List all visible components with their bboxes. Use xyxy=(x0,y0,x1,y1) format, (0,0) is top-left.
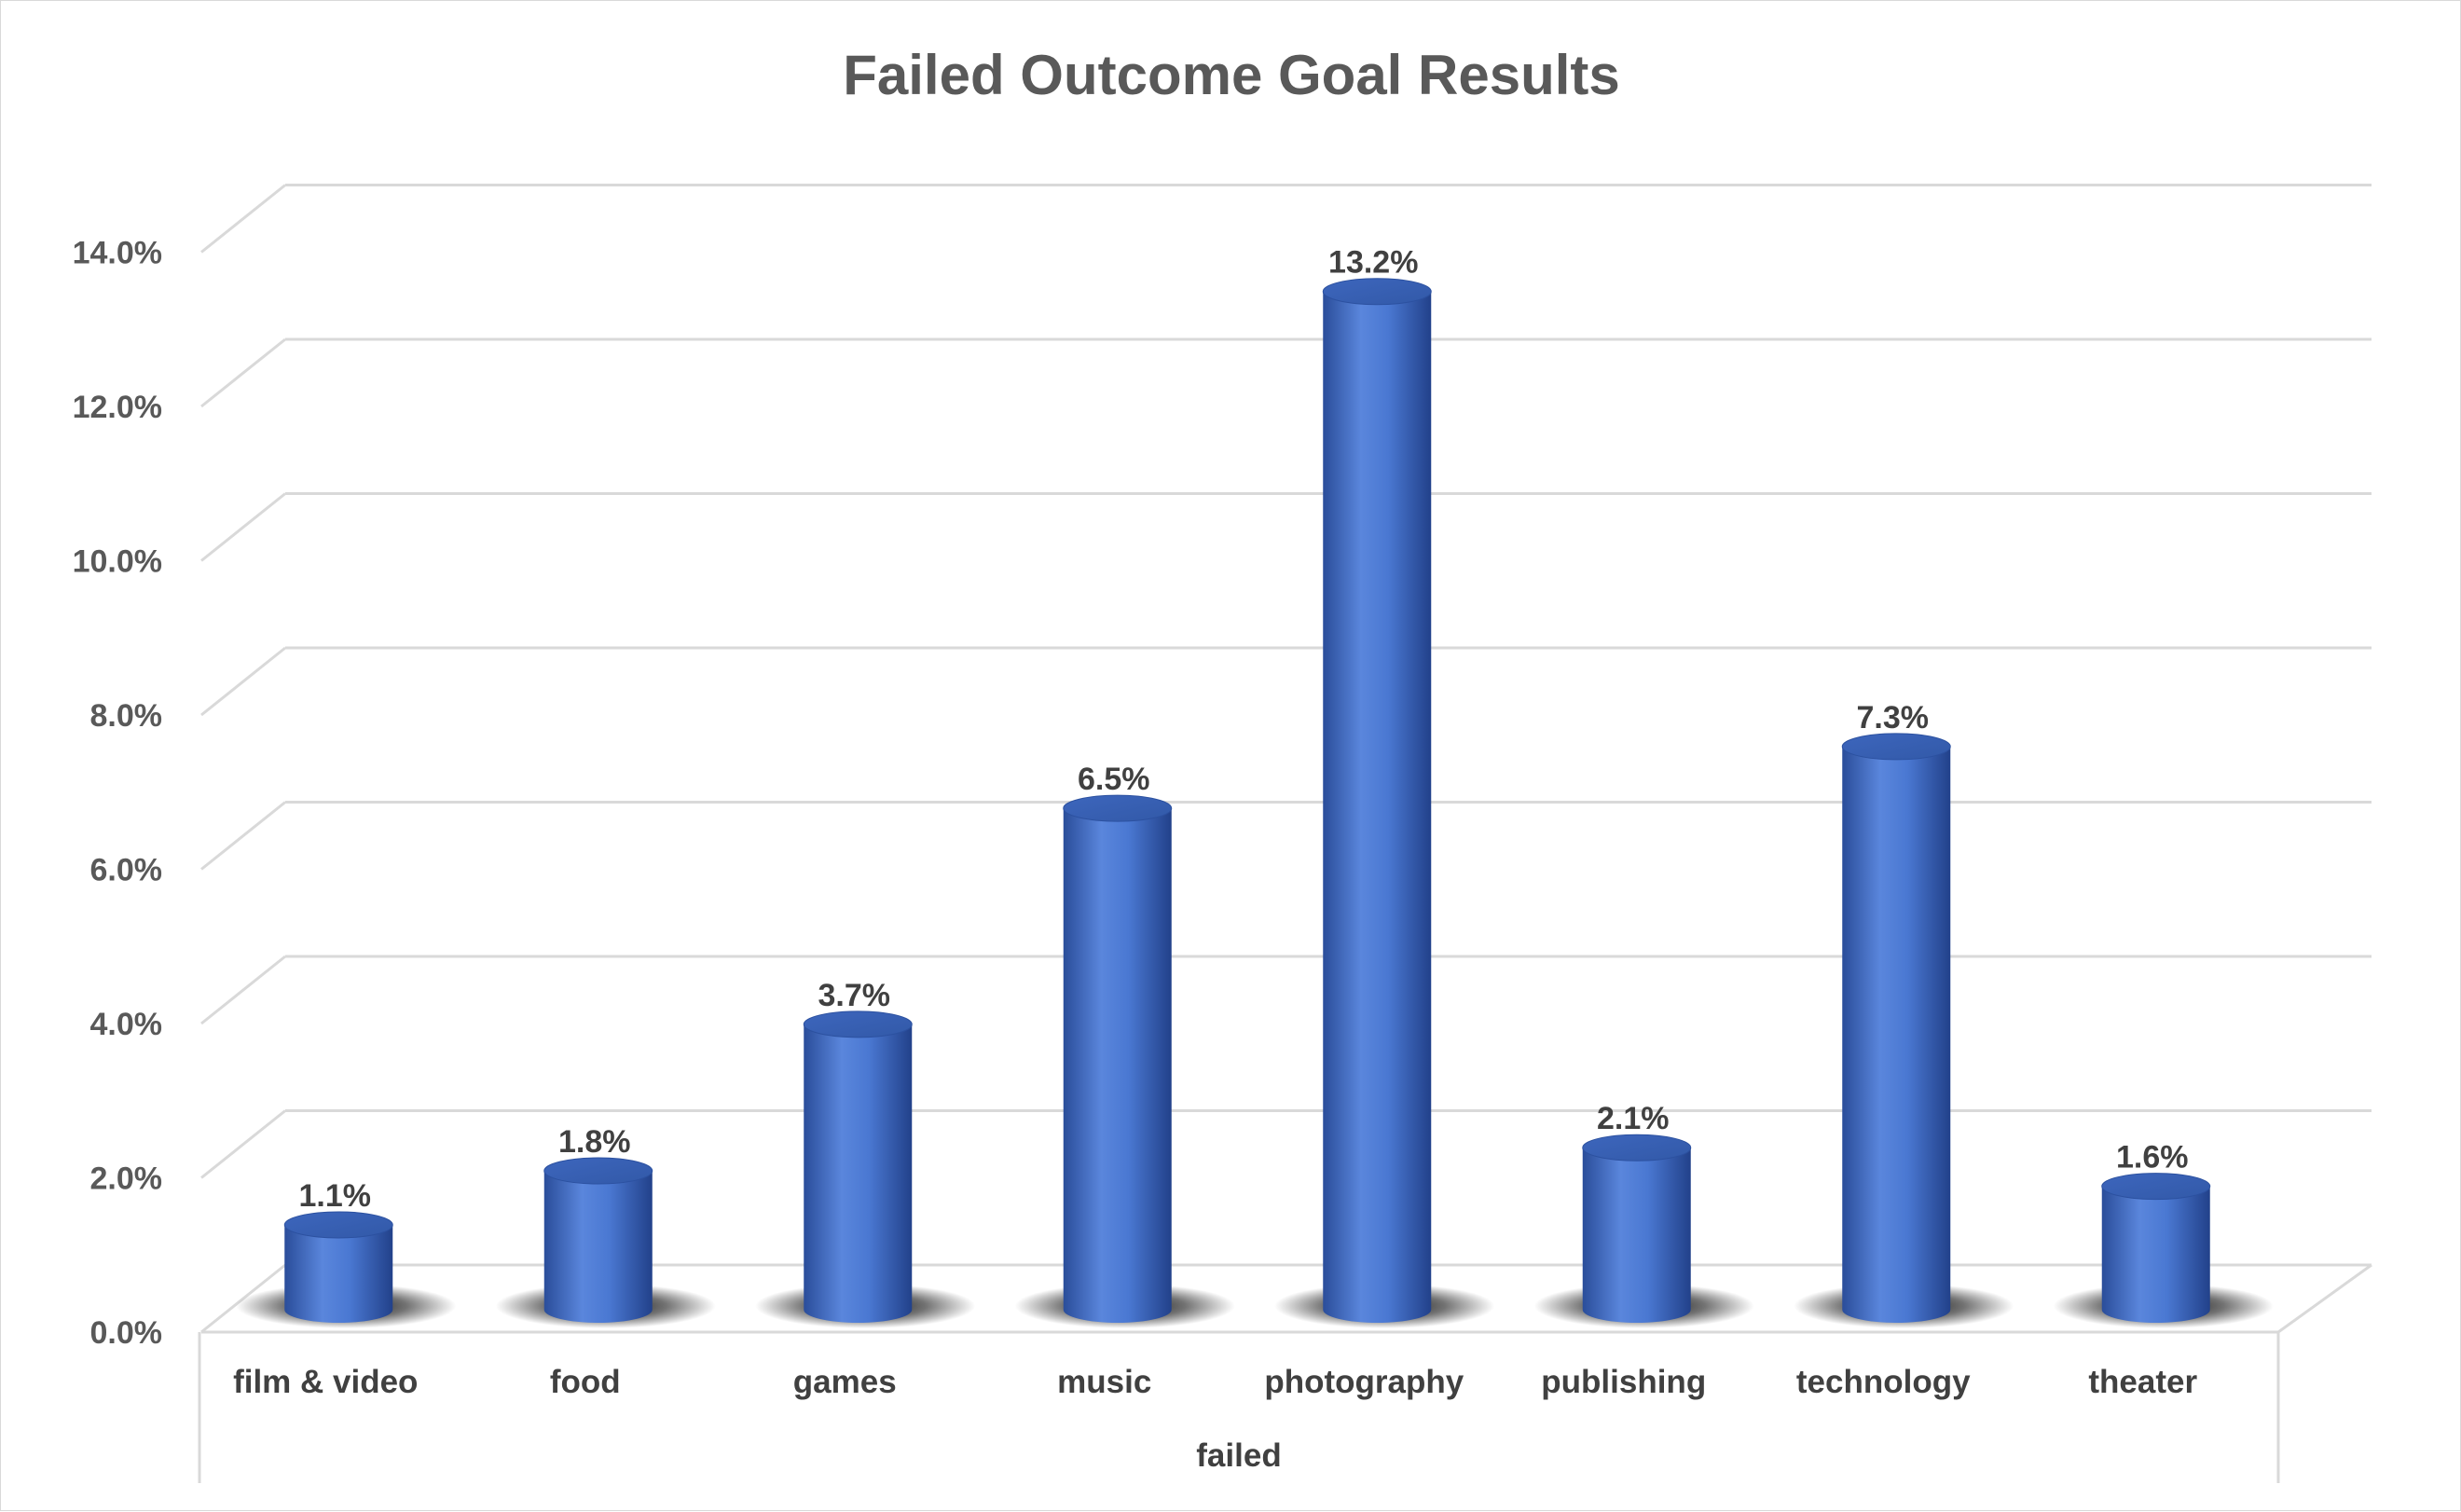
y-tick-label: 2.0% xyxy=(90,1161,163,1197)
y-tick-label: 4.0% xyxy=(90,1007,163,1042)
category-label: food xyxy=(550,1364,621,1400)
bar xyxy=(1842,746,1951,1324)
bar-top xyxy=(803,1010,913,1038)
y-tick-label: 10.0% xyxy=(73,544,162,580)
data-label: 3.7% xyxy=(818,978,891,1013)
bar xyxy=(1582,1148,1691,1324)
bar-top xyxy=(1582,1134,1692,1161)
category-label: technology xyxy=(1796,1364,1971,1400)
data-label: 1.8% xyxy=(558,1124,631,1160)
x-axis xyxy=(198,1332,2280,1483)
category-labels: film & video food games music photography pub… xyxy=(233,1364,2197,1400)
category-label: photography xyxy=(1264,1364,1464,1400)
bar-top xyxy=(2101,1173,2211,1201)
bar xyxy=(1063,808,1172,1324)
bar xyxy=(284,1224,393,1323)
bar-top xyxy=(283,1211,393,1239)
y-tick-label: 12.0% xyxy=(73,390,162,425)
gridline-diagonal xyxy=(200,955,286,1025)
gridlines xyxy=(200,184,2372,1334)
data-label: 1.1% xyxy=(299,1178,372,1214)
category-label: music xyxy=(1057,1364,1151,1400)
bar-top xyxy=(1841,733,1951,761)
category-label: publishing xyxy=(1541,1364,1706,1400)
gridline-diagonal xyxy=(200,646,286,717)
bar xyxy=(2101,1186,2210,1324)
data-label: 6.5% xyxy=(1078,762,1150,797)
data-label: 2.1% xyxy=(1597,1101,1670,1136)
category-label: film & video xyxy=(233,1364,418,1400)
bar-shadows xyxy=(236,1284,2274,1328)
floor-right-edge xyxy=(2277,1263,2372,1334)
gridline-diagonal xyxy=(200,492,286,562)
data-label: 13.2% xyxy=(1328,245,1418,281)
y-tick-label: 6.0% xyxy=(90,853,163,888)
y-tick-label: 0.0% xyxy=(90,1315,163,1351)
category-label: games xyxy=(793,1364,897,1400)
bar xyxy=(543,1171,653,1324)
bars xyxy=(283,278,2211,1324)
gridline-diagonal xyxy=(200,1109,286,1179)
data-labels: 1.1% 1.8% 3.7% 6.5% 13.2% 2.1% 7.3% 1.6% xyxy=(299,245,2189,1214)
bar xyxy=(804,1024,913,1324)
bar-top xyxy=(1063,794,1173,822)
y-tick-label: 8.0% xyxy=(90,698,163,734)
chart-title: Failed Outcome Goal Results xyxy=(843,44,1620,106)
bar-top xyxy=(543,1157,653,1185)
data-label: 1.6% xyxy=(2116,1140,2189,1175)
category-label: theater xyxy=(2088,1364,2197,1400)
gridline-diagonal xyxy=(200,337,286,408)
bar-top xyxy=(1322,278,1432,306)
data-label: 7.3% xyxy=(1857,700,1930,735)
y-tick-label: 14.0% xyxy=(73,236,162,271)
x-axis-title: failed xyxy=(1196,1437,1281,1474)
gridline-diagonal xyxy=(200,801,286,871)
gridline-diagonal xyxy=(200,184,286,254)
y-axis-ticks: 0.0% 2.0% 4.0% 6.0% 8.0% 10.0% 12.0% 14.0% xyxy=(73,236,162,1352)
bar xyxy=(1323,291,1432,1324)
